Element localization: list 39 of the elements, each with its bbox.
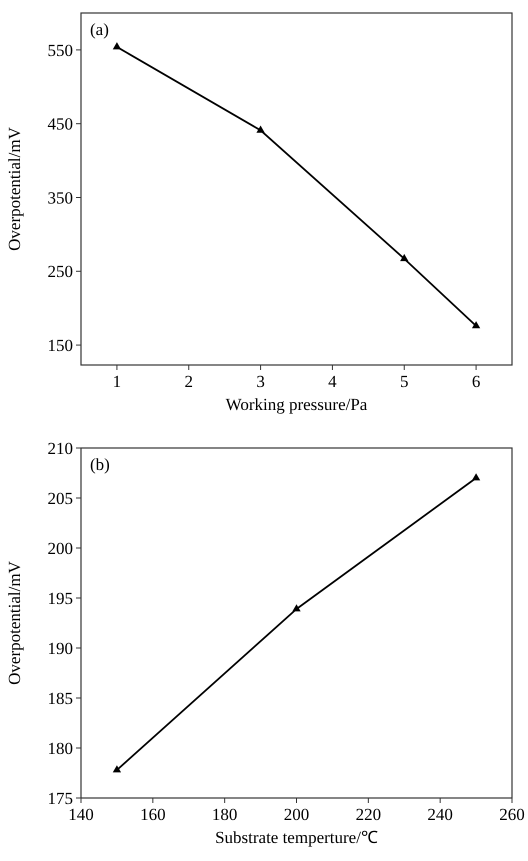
point [112, 765, 122, 772]
point [292, 604, 301, 612]
x-tick-label: 140 [68, 805, 94, 824]
x-axis-title: Substrate temperture/℃ [215, 828, 378, 847]
x-tick-label: 5 [400, 372, 408, 391]
x-tick-label: 2 [184, 372, 193, 391]
y-tick-label: 190 [48, 638, 73, 658]
y-tick-label: 185 [48, 688, 73, 708]
x-tick-label: 200 [284, 805, 310, 824]
x-tick-label: 3 [256, 372, 265, 391]
y-tick-label: 195 [48, 588, 73, 608]
y-axis-title: Overpotential/mV [5, 560, 24, 685]
y-axis-title: Overpotential/mV [5, 126, 24, 251]
x-tick-label: 260 [499, 805, 525, 824]
y-tick-label: 210 [48, 438, 73, 458]
x-tick-label: 6 [472, 372, 480, 391]
x-tick-label: 1 [112, 372, 122, 391]
point [472, 473, 480, 480]
y-tick-label: 205 [48, 488, 73, 508]
y-tick-label: 150 [48, 336, 73, 356]
point [400, 254, 408, 262]
point [256, 126, 265, 133]
x-axis-title: Working pressure/Pa [226, 395, 368, 414]
y-tick-label: 550 [48, 40, 73, 60]
y-tick-label: 200 [48, 538, 73, 558]
point [112, 42, 122, 50]
annotation: (b) [90, 455, 110, 474]
point [472, 321, 480, 328]
annotation: (a) [90, 20, 109, 39]
y-tick-label: 450 [48, 114, 73, 134]
y-tick-label: 175 [48, 788, 73, 808]
x-tick-label: 240 [427, 805, 453, 824]
x-tick-label: 180 [212, 805, 238, 824]
y-tick-label: 350 [48, 188, 73, 208]
x-tick-label: 4 [328, 372, 338, 391]
x-tick-label: 220 [356, 805, 382, 824]
x-tick-label: 160 [140, 805, 166, 824]
y-tick-label: 180 [48, 738, 73, 758]
y-tick-label: 250 [48, 262, 73, 282]
